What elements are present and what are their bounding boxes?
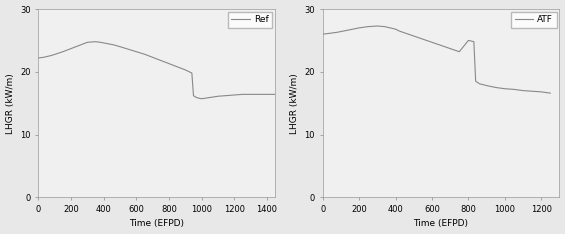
X-axis label: Time (EFPD): Time (EFPD): [129, 219, 184, 228]
Y-axis label: LHGR (kW/m): LHGR (kW/m): [6, 73, 15, 134]
Y-axis label: LHGR (kW/m): LHGR (kW/m): [290, 73, 299, 134]
Legend: ATF: ATF: [511, 12, 557, 28]
Legend: Ref: Ref: [228, 12, 272, 28]
X-axis label: Time (EFPD): Time (EFPD): [414, 219, 468, 228]
